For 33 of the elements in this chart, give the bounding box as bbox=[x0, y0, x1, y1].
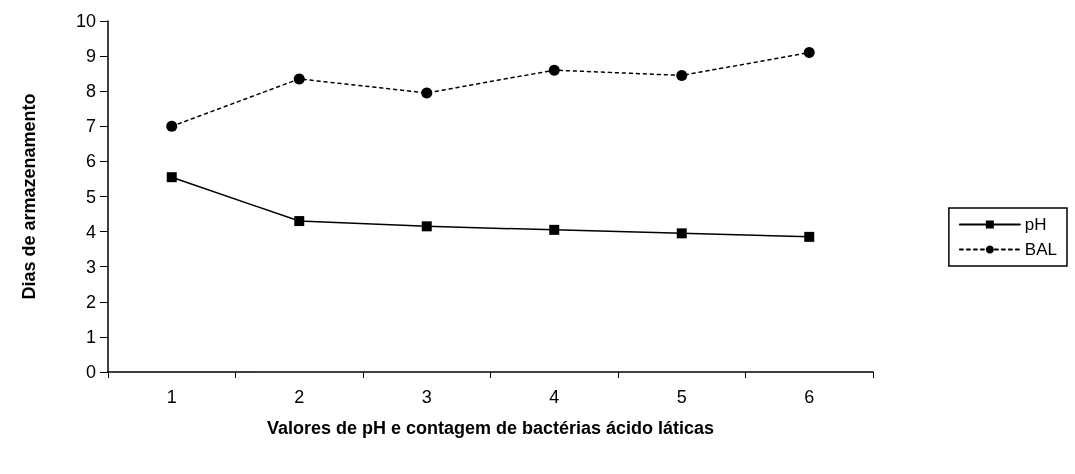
point bbox=[676, 228, 687, 239]
y-tick-label: 5 bbox=[85, 186, 96, 207]
point bbox=[293, 73, 305, 85]
point bbox=[294, 216, 305, 227]
legend-label: BAL bbox=[1024, 240, 1058, 259]
point bbox=[804, 231, 815, 242]
x-tick-label: 5 bbox=[676, 387, 687, 407]
x-tick-label: 4 bbox=[549, 387, 560, 407]
point bbox=[548, 64, 560, 76]
y-tick-label: 8 bbox=[85, 81, 96, 102]
x-axis-title: Valores de pH e contagem de bactérias ácido láticas bbox=[266, 418, 715, 438]
x-tick-label: 6 bbox=[804, 387, 815, 407]
y-tick-label: 1 bbox=[85, 326, 96, 347]
y-tick-label: 4 bbox=[85, 221, 96, 242]
y-tick-label: 9 bbox=[85, 46, 96, 67]
point bbox=[166, 172, 177, 183]
y-tick-label: 2 bbox=[85, 291, 96, 312]
y-tick-label: 0 bbox=[85, 362, 96, 382]
legend-label: pH bbox=[1024, 215, 1047, 234]
point bbox=[803, 47, 815, 59]
y-axis-title: Dias de armazenamento bbox=[19, 93, 39, 300]
y-tick-label: 6 bbox=[85, 151, 96, 172]
point bbox=[549, 224, 560, 235]
x-tick-label: 3 bbox=[421, 387, 432, 407]
x-tick-label: 2 bbox=[294, 387, 305, 407]
point bbox=[421, 221, 432, 232]
x-tick-label: 1 bbox=[166, 387, 177, 407]
y-tick-label: 10 bbox=[75, 11, 96, 31]
point bbox=[421, 87, 433, 99]
y-tick-label: 3 bbox=[85, 256, 96, 277]
point bbox=[676, 69, 688, 81]
point bbox=[166, 120, 178, 132]
y-tick-label: 7 bbox=[85, 116, 96, 137]
